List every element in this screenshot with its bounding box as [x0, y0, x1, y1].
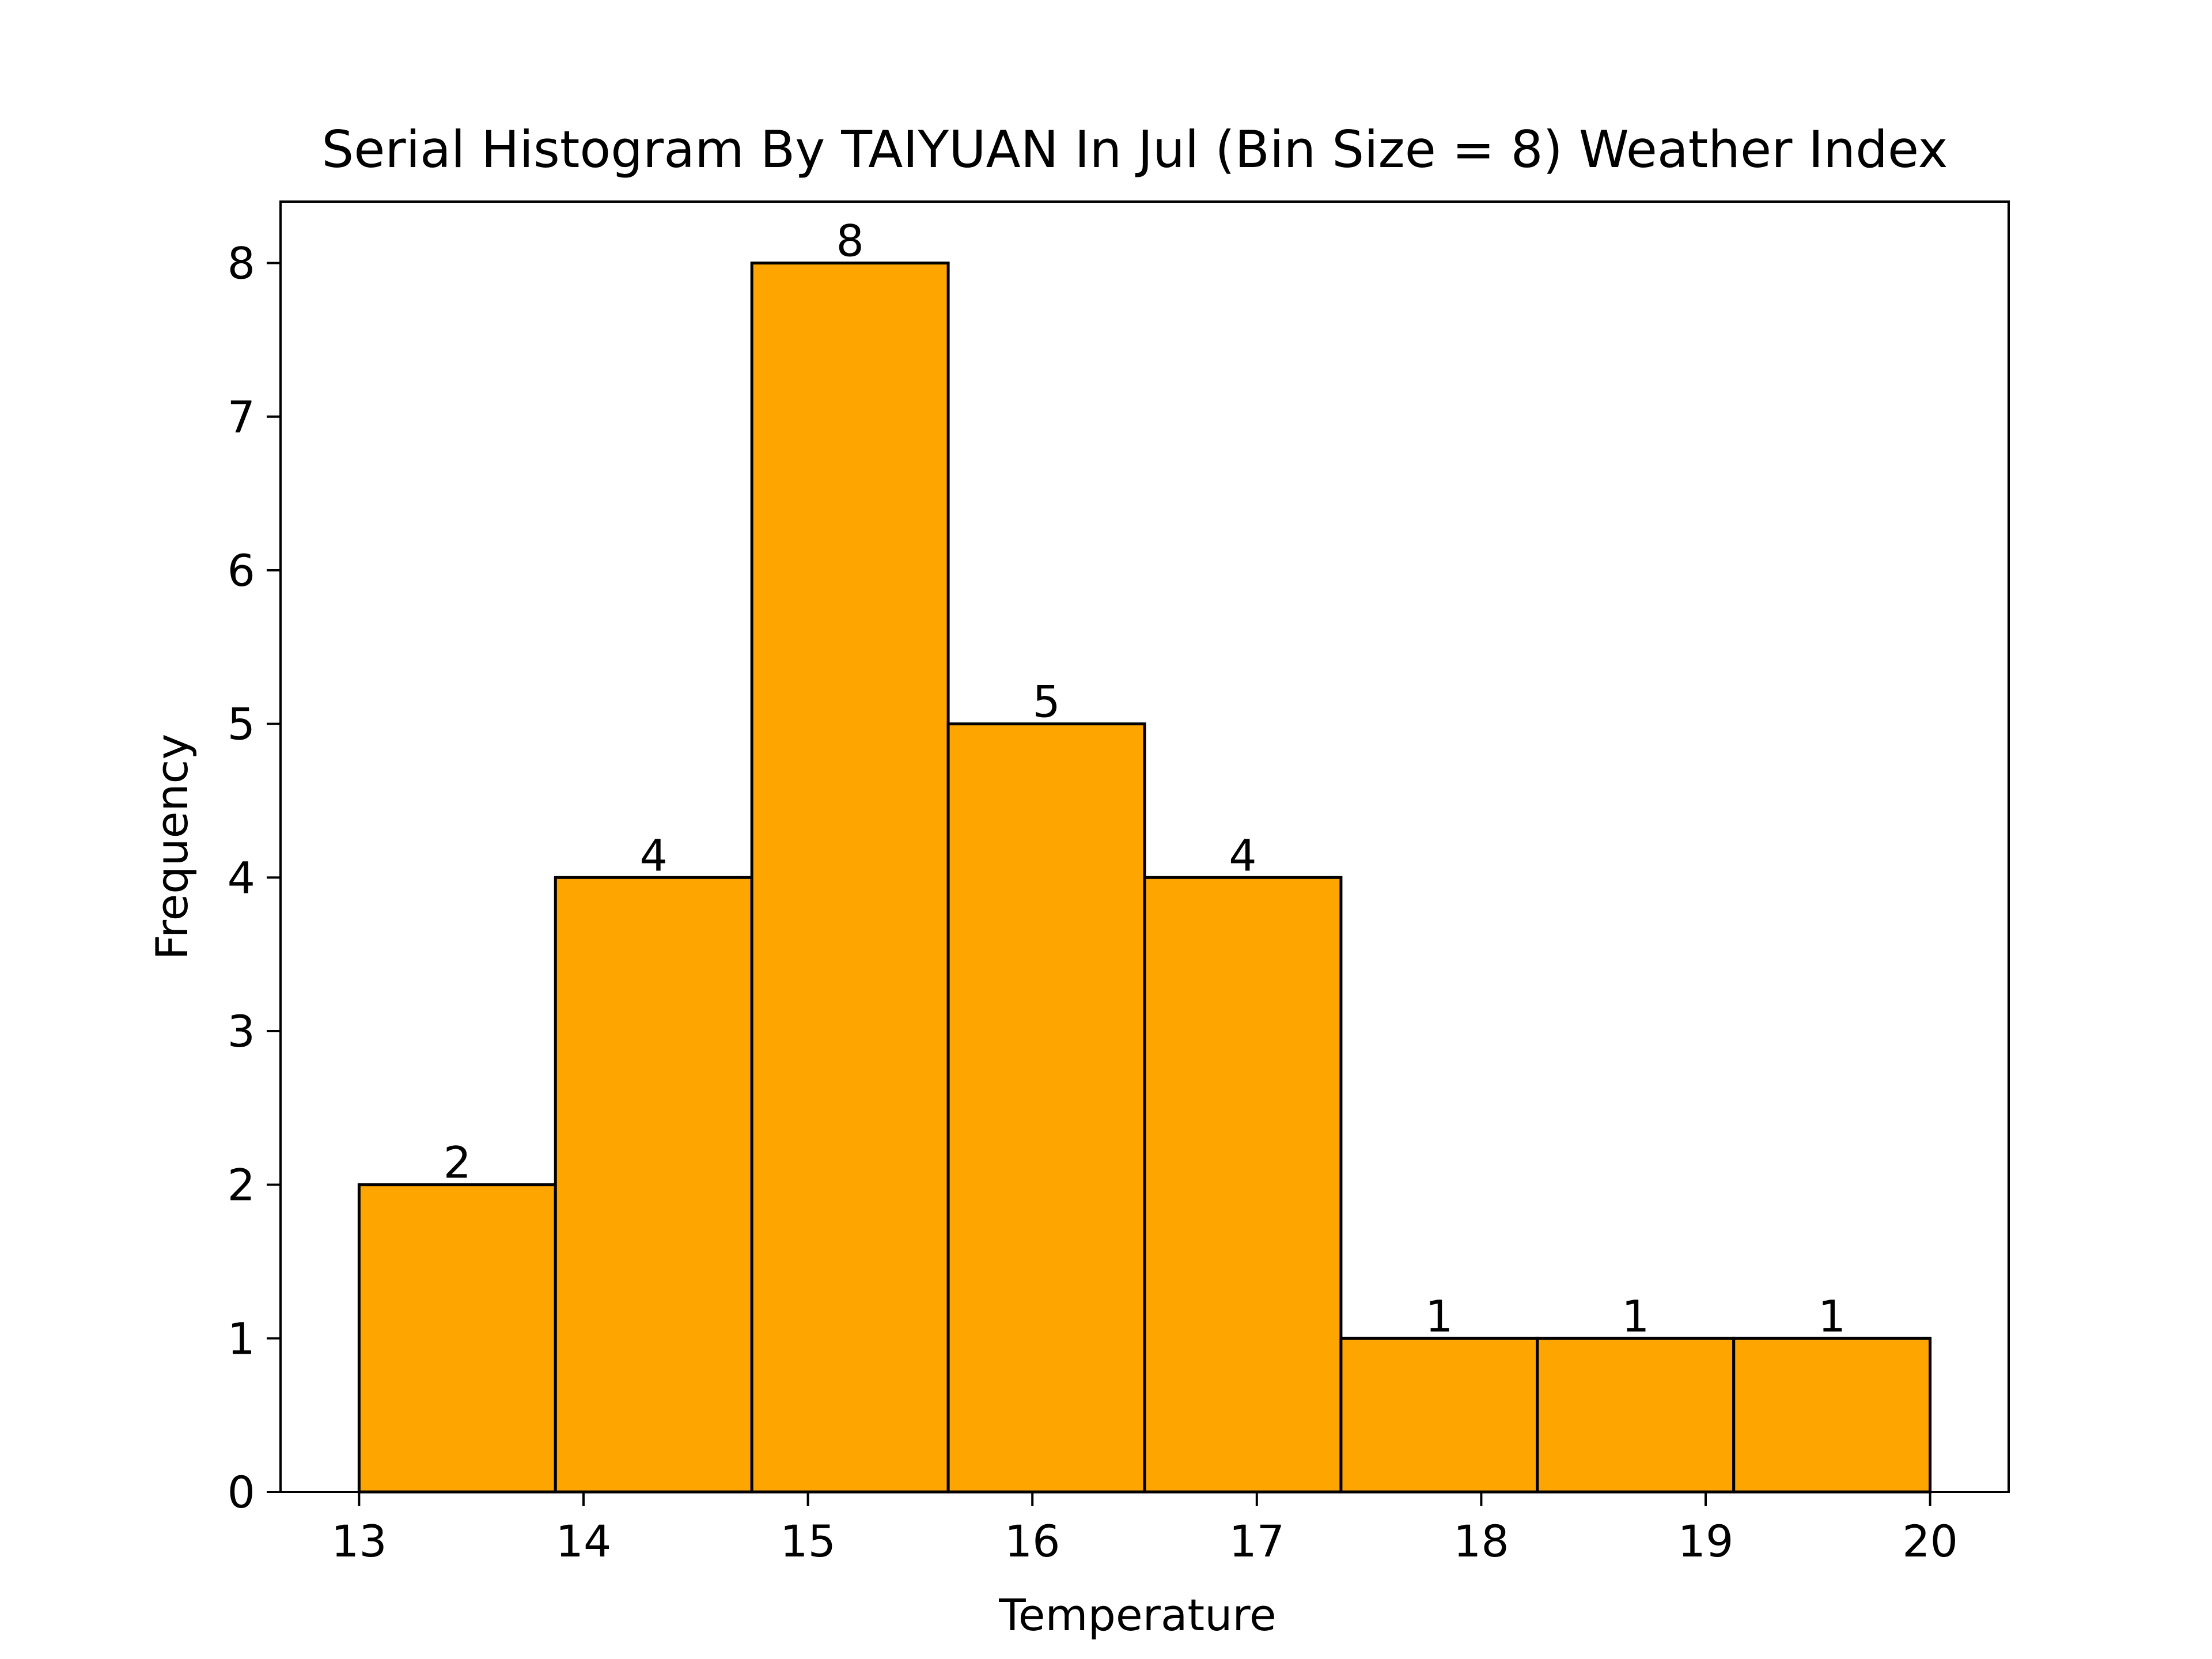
histogram-bar: [946, 722, 1146, 1494]
y-tick-label: 4: [228, 852, 255, 903]
histogram-bar: [1339, 1336, 1539, 1494]
x-tick-label: 15: [780, 1516, 836, 1567]
y-tick-label: 1: [228, 1313, 255, 1364]
y-axis-label: Frequency: [146, 734, 198, 960]
bars-group: [357, 262, 1932, 1494]
histogram-bar: [1732, 1336, 1932, 1494]
y-tick-label: 0: [228, 1467, 255, 1518]
bar-value-label: 2: [444, 1137, 471, 1188]
bar-value-label: 4: [1229, 830, 1256, 881]
bar-value-label: 1: [1425, 1290, 1453, 1342]
y-tick-label: 6: [228, 545, 255, 596]
y-tick-label: 5: [228, 699, 255, 750]
plot-area-frame: [279, 200, 2010, 1493]
histogram-bar: [750, 262, 950, 1494]
histogram-bar: [357, 1183, 557, 1494]
histogram-bar: [1536, 1336, 1736, 1494]
y-tick-label: 8: [228, 238, 255, 289]
y-axis-ticks: 0 1 2 3 4 5 6 7 8: [228, 238, 281, 1518]
bar-value-label: 4: [640, 830, 668, 881]
x-tick-label: 18: [1453, 1516, 1509, 1567]
x-tick-label: 19: [1678, 1516, 1734, 1567]
x-tick-label: 14: [556, 1516, 612, 1567]
y-tick-label: 2: [228, 1160, 255, 1211]
histogram-bar: [554, 876, 753, 1494]
x-tick-label: 16: [1005, 1516, 1060, 1567]
bar-value-label: 1: [1818, 1290, 1846, 1342]
x-tick-label: 13: [331, 1516, 387, 1567]
y-tick-label: 7: [228, 391, 255, 442]
data-labels-group: 2 4 8 5 4 1 1 1: [444, 215, 1846, 1342]
bar-value-label: 5: [1032, 676, 1060, 728]
x-axis-label: Temperature: [998, 1589, 1276, 1641]
x-tick-label: 17: [1229, 1516, 1285, 1567]
bar-value-label: 1: [1622, 1290, 1649, 1342]
x-tick-label: 20: [1902, 1516, 1958, 1567]
histogram-bar: [1143, 876, 1343, 1494]
chart-title: Serial Histogram By TAIYUAN In Jul (Bin …: [321, 120, 1948, 179]
x-axis-ticks: 13 14 15 16 17 18 19 20: [331, 1492, 1958, 1567]
y-tick-label: 3: [228, 1006, 255, 1057]
bar-value-label: 8: [836, 215, 863, 267]
